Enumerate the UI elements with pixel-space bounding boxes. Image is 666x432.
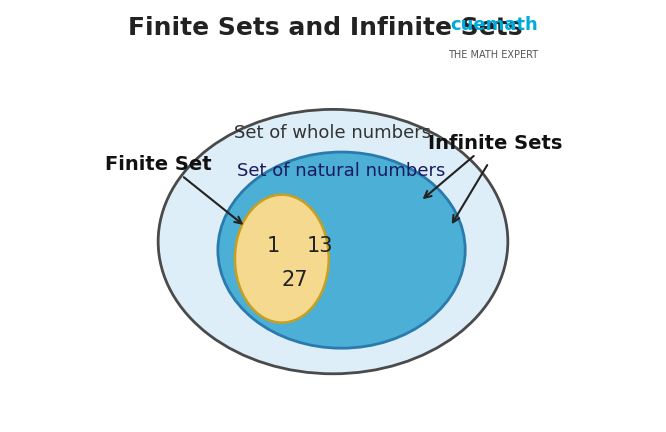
Text: Set of natural numbers: Set of natural numbers (237, 162, 446, 180)
Text: 27: 27 (281, 270, 308, 290)
Ellipse shape (158, 109, 508, 374)
Ellipse shape (218, 152, 465, 348)
Text: THE MATH EXPERT: THE MATH EXPERT (448, 50, 537, 60)
Text: 1: 1 (266, 236, 280, 256)
Text: Set of whole numbers: Set of whole numbers (234, 124, 432, 142)
Ellipse shape (235, 195, 329, 323)
Text: cuemath: cuemath (450, 16, 537, 34)
Text: Finite Set: Finite Set (105, 156, 212, 175)
Text: Infinite Sets: Infinite Sets (428, 134, 562, 153)
Text: Finite Sets and Infinite Sets: Finite Sets and Infinite Sets (129, 16, 523, 40)
Text: 13: 13 (307, 236, 334, 256)
